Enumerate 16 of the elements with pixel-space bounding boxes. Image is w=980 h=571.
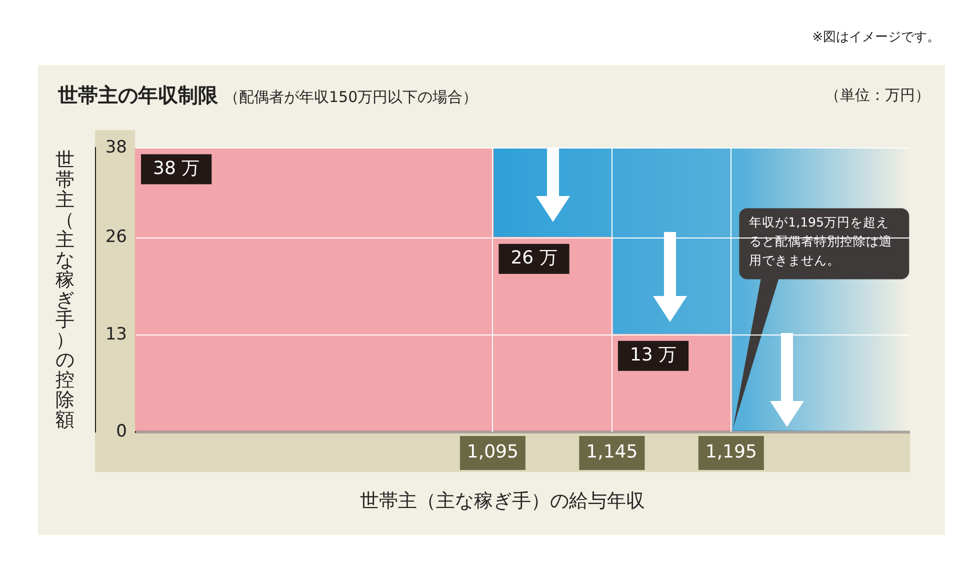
y-tick-label: 26 [105, 227, 127, 248]
data-label: 13 万 [630, 344, 677, 366]
chart-title: 世帯主の年収制限 [58, 83, 218, 107]
x-axis-title: 世帯主（主な稼ぎ手）の給与年収 [359, 489, 646, 514]
text: ※図はイメージです。 [812, 29, 940, 46]
y-tick-label: 0 [116, 421, 127, 442]
x-tick-label: 1,195 [705, 442, 757, 463]
text: 世帯主（主な稼ぎ手）の控除額 [56, 149, 74, 431]
data-label: 38 万 [152, 158, 200, 179]
y-tick-label: 13 [105, 324, 127, 344]
x-tick-label: 1,145 [586, 442, 638, 463]
x-tick-label: 1,095 [466, 442, 518, 463]
data-label: 26 万 [510, 247, 558, 268]
chart-subtitle: （配偶者が年収150万円以下の場合） [224, 88, 478, 106]
y-tick-label: 38 [105, 138, 127, 158]
text: （単位：万円） [825, 86, 930, 105]
